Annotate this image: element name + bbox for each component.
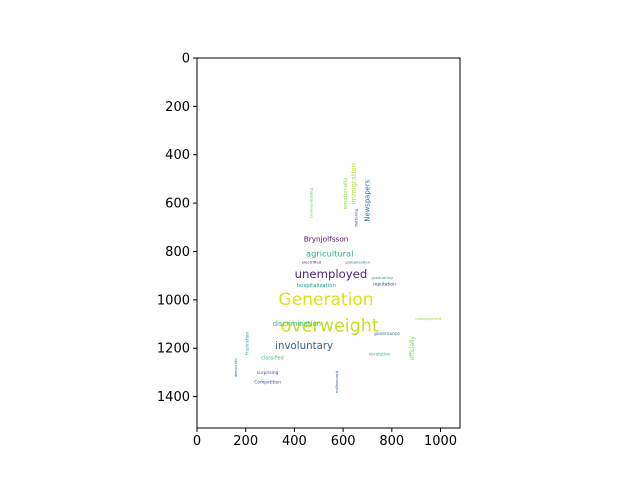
cloud-word: flattering xyxy=(354,208,359,226)
y-tick-label: 600 xyxy=(165,197,190,212)
cloud-word: electrified xyxy=(302,259,322,264)
cloud-word: classified xyxy=(261,355,284,361)
word-cloud: Generation overweight unemployed involuntar… xyxy=(234,163,442,393)
x-tick-label: 400 xyxy=(282,434,307,449)
cloud-word: revolution xyxy=(369,352,391,358)
y-axis: 0 200 400 600 800 1000 1200 1400 xyxy=(157,52,197,405)
cloud-word: reputation xyxy=(373,282,396,288)
cloud-word: democratic xyxy=(234,358,238,377)
x-tick-label: 200 xyxy=(233,434,258,449)
y-tick-label: 1200 xyxy=(157,342,190,357)
y-tick-label: 400 xyxy=(165,148,190,163)
x-axis: 0 200 400 600 800 1000 xyxy=(193,428,457,449)
cloud-word: Competition xyxy=(254,380,281,386)
cloud-word: agricultural xyxy=(306,248,353,258)
axes-frame xyxy=(196,57,461,429)
cloud-word: Generation xyxy=(279,290,374,310)
cloud-word: discrimination xyxy=(273,320,321,328)
cloud-word: immigration xyxy=(350,163,358,204)
cloud-word: globalization xyxy=(345,259,370,264)
cloud-word: involuntary xyxy=(275,341,333,352)
cloud-word: unemployment xyxy=(415,317,442,321)
cloud-word: communicating xyxy=(308,187,313,218)
cloud-word: Newspapers xyxy=(363,179,371,221)
y-tick-label: 0 xyxy=(182,52,190,67)
cloud-word: frustration xyxy=(244,332,250,355)
cloud-word: emotionally xyxy=(343,177,349,209)
cloud-word: overweight xyxy=(281,316,379,336)
x-tick-label: 1000 xyxy=(424,434,457,449)
cloud-word: officially xyxy=(410,336,416,361)
cloud-word: governance xyxy=(374,331,400,337)
y-tick-label: 1400 xyxy=(157,390,190,405)
cloud-word: hospitalization xyxy=(297,283,336,289)
x-tick-label: 0 xyxy=(193,434,201,449)
y-tick-label: 800 xyxy=(165,245,190,260)
x-tick-label: 800 xyxy=(379,434,404,449)
y-tick-label: 1000 xyxy=(157,293,190,308)
cloud-word: graduating xyxy=(371,275,393,280)
x-tick-label: 600 xyxy=(331,434,356,449)
cloud-word: unemployed xyxy=(295,267,368,281)
y-tick-label: 200 xyxy=(165,100,190,115)
cloud-word: surprising xyxy=(257,370,279,376)
cloud-word: Brynjolfsson xyxy=(304,234,349,243)
cloud-word: millisecond xyxy=(334,371,339,394)
